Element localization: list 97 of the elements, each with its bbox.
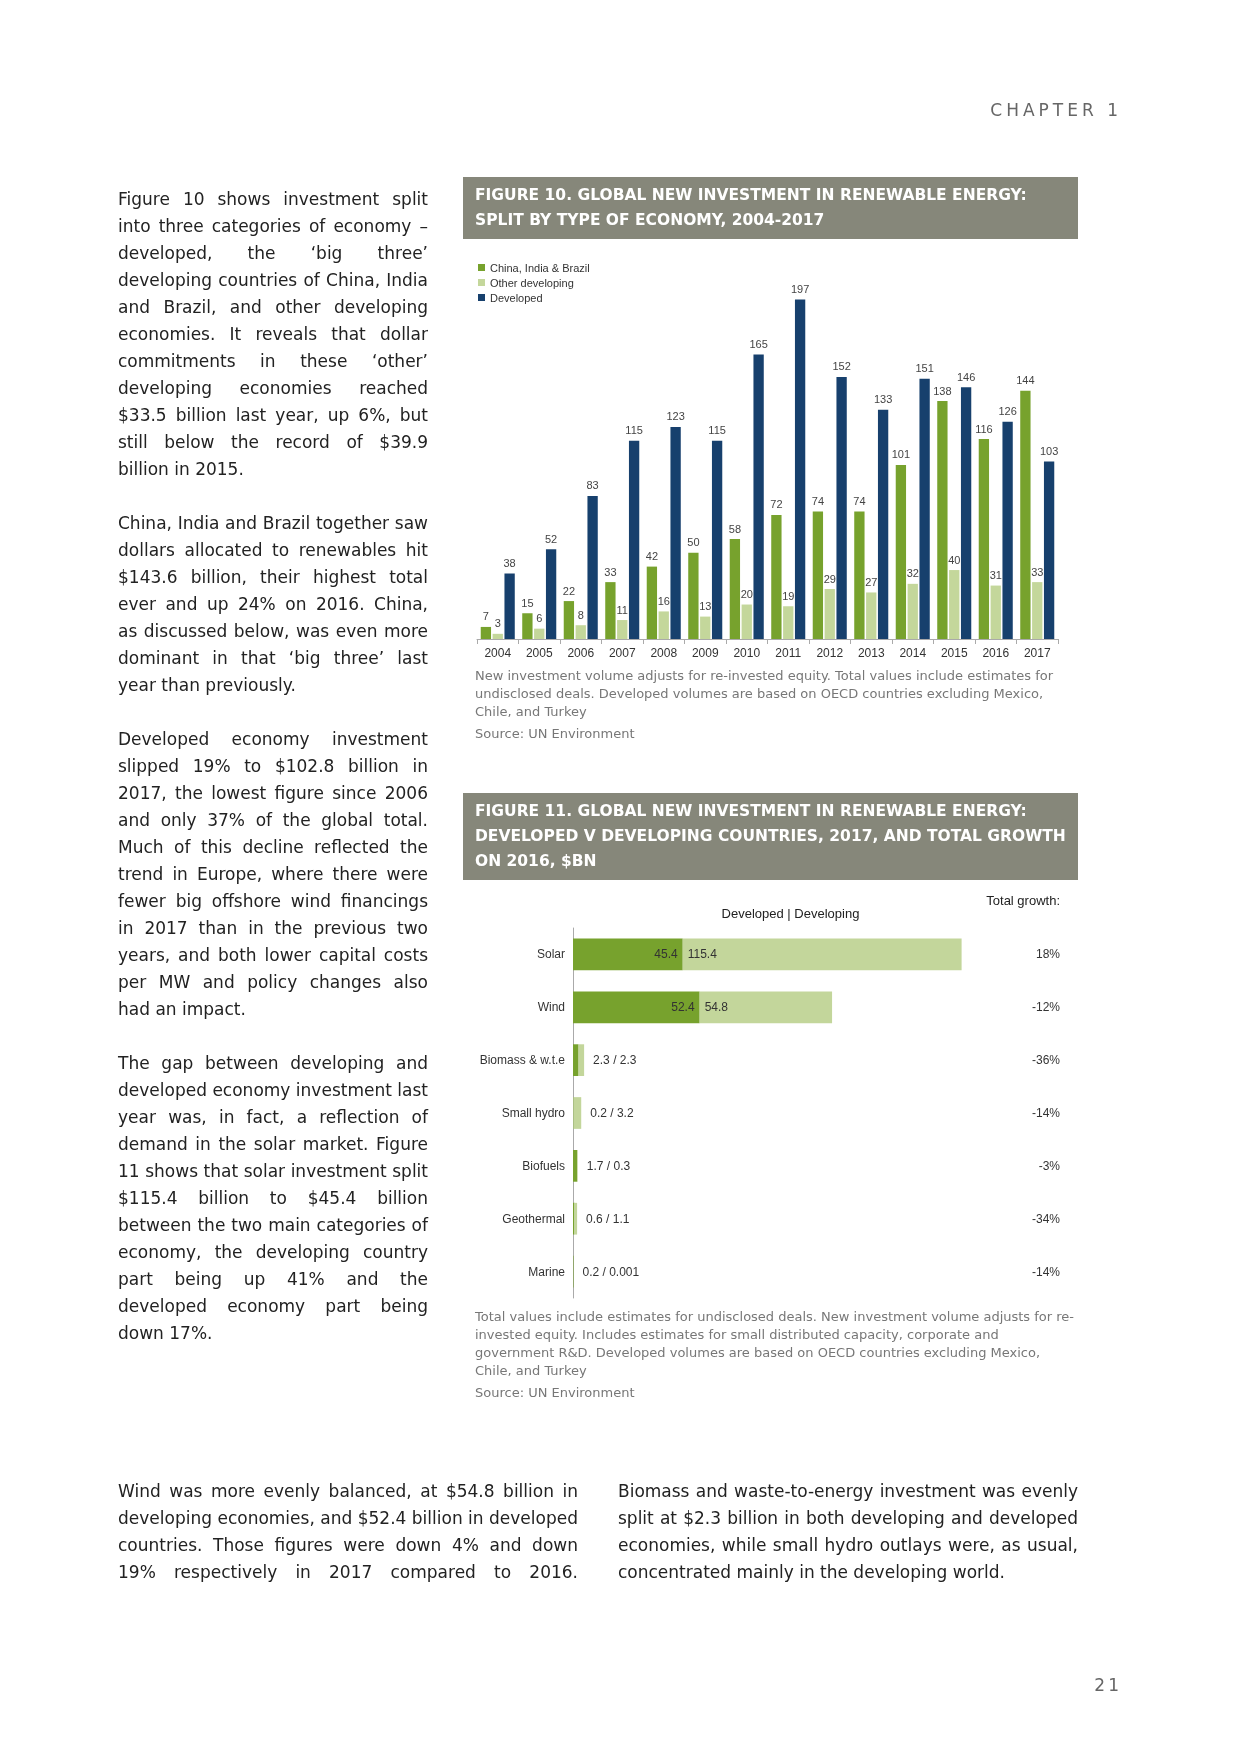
data-label: 151 (915, 362, 934, 375)
text: New investment volume adjusts for re-invested equity. Total values include estimates for undisclosed deals. Developed volumes are based on OECD countries excluding Mexico, Chile, and Turkey (475, 667, 1055, 721)
x-tick-label: 2006 (567, 646, 595, 660)
x-tick-label: 2008 (650, 646, 678, 660)
y-tick-label: Biomass & w.t.e (479, 1053, 566, 1068)
data-label: 40 (948, 553, 961, 566)
text: Developed economy investment slipped 19% to $102.8 billion in 2017, the lowest figure since 2006 and only 37% of the global total. Much of this decline reflected the trend in Europe, where there were fewer big offshore wind financings in 2017 than in the previous two years, and both lower capital costs per MW and policy changes also had an impact. (118, 729, 428, 1019)
text: 21 (1094, 1675, 1122, 1695)
legend-label: Other developing (490, 276, 574, 289)
data-label: 101 (891, 448, 911, 461)
x-axis-title: Developed | Developing (721, 906, 860, 921)
data-label: 115 (625, 424, 643, 437)
x-tick-label: 2010 (733, 646, 761, 660)
x-tick-label: 2012 (816, 646, 844, 660)
x-tick-label: 2013 (857, 646, 885, 660)
x-tick-label: 2007 (608, 646, 636, 660)
data-label: 115.4 (687, 947, 718, 962)
data-label: 133 (873, 393, 893, 406)
data-label: 52 (544, 532, 558, 545)
text: -34% (1031, 1211, 1061, 1226)
y-tick-label: Marine (528, 1264, 566, 1279)
data-label: 0.2 / 3.2 (590, 1106, 634, 1120)
x-tick-label: 2014 (899, 646, 927, 660)
y-tick-label: Biofuels (522, 1158, 565, 1173)
data-label: 32 (906, 567, 919, 580)
data-label: 50 (687, 536, 700, 549)
data-label: 19 (782, 589, 795, 602)
data-label: 123 (666, 410, 685, 423)
x-tick-label: 2015 (940, 646, 968, 660)
data-label: 165 (749, 338, 768, 351)
legend-label: Developed (490, 291, 543, 304)
data-label: 197 (790, 282, 810, 295)
text: -36% (1031, 1053, 1061, 1068)
text: Figure 10 shows investment split into three categories of economy – developed, the ‘big three’ developing countries of China, India and Brazil, and other developing economies. It reveals that dollar commitments in these ‘other’ developing economies reached $33.5 billion last year, up 6%, but still below the record of $39.9 billion in 2015. (118, 189, 428, 479)
data-label: 29 (823, 572, 836, 585)
x-tick-label: 2017 (1023, 646, 1051, 660)
y-tick-label: Wind (537, 1000, 565, 1015)
text: The gap between developing and developed economy investment last year was, in fact, a reflection of demand in the solar market. Figure 11 shows that solar investment split $115.4 billion to $45.4 billion between the two main categories of economy, the developing country part being up 41% and the developed economy part being down 17%. (118, 1053, 428, 1343)
legend-label: China, India & Brazil (490, 261, 590, 274)
y-tick-label: Solar (536, 947, 565, 962)
data-label: 74 (811, 494, 825, 507)
data-label: 0.6 / 1.1 (586, 1211, 630, 1226)
y-tick-label: Small hydro (501, 1106, 566, 1120)
data-label: 33 (1031, 565, 1044, 578)
data-label: 54.8 (704, 1000, 729, 1015)
data-label: 74 (853, 494, 866, 507)
data-label: 16 (657, 594, 670, 607)
data-label: 116 (975, 422, 993, 435)
data-label: 72 (770, 498, 783, 511)
data-label: 146 (956, 370, 976, 383)
chart-title: FIGURE 10. GLOBAL NEW INVESTMENT IN RENEWABLE ENERGY: SPLIT BY TYPE OF ECONOMY, 2004-2017 (463, 177, 1078, 239)
data-label: 7 (482, 610, 489, 623)
text: 18% (1035, 947, 1061, 962)
x-tick-label: 2004 (484, 646, 512, 660)
data-label: 6 (536, 612, 543, 625)
data-label: 1.7 / 0.3 (586, 1158, 631, 1173)
text: -14% (1031, 1106, 1061, 1120)
x-tick-label: 2009 (691, 646, 719, 660)
text: -14% (1031, 1264, 1061, 1279)
source-note: Source: UN Environment (475, 725, 636, 743)
data-label: 8 (577, 608, 584, 621)
data-label: 52.4 (671, 1000, 695, 1015)
data-label: 45.4 (654, 947, 679, 962)
text: Total growth: (986, 893, 1060, 908)
data-label: 2.3 / 2.3 (593, 1053, 637, 1068)
chart-title: FIGURE 11. GLOBAL NEW INVESTMENT IN RENEWABLE ENERGY: DEVELOPED V DEVELOPING COUNTRIES, 2017, AND TOTAL GROWTH ON 2016, $BN (463, 793, 1078, 880)
text: Total values include estimates for undisclosed deals. New investment volume adjusts for re-invested equity. Includes estimates for small distributed capacity, corporate and government R&D. Developed volumes are based on OECD countries excluding Mexico, Chile, and Turkey (475, 1308, 1076, 1380)
data-label: 126 (998, 405, 1017, 418)
data-label: 83 (586, 479, 599, 492)
data-label: 3 (494, 617, 501, 630)
data-label: 20 (740, 588, 753, 601)
data-label: 11 (616, 603, 628, 616)
data-label: 115 (708, 424, 726, 437)
data-label: 144 (1016, 374, 1035, 387)
x-tick-label: 2011 (775, 646, 802, 660)
data-label: 0.2 / 0.001 (582, 1264, 640, 1279)
data-label: 103 (1039, 444, 1059, 457)
text: China, India and Brazil together saw dollars allocated to renewables hit $143.6 billion, their highest total ever and up 24% on 2016. China, as discussed below, was even more dominant in that ‘big three’ last year than previously. (118, 512, 428, 697)
data-label: 33 (604, 565, 617, 578)
text: -3% (1038, 1158, 1061, 1173)
x-tick-label: 2016 (982, 646, 1010, 660)
text: -12% (1031, 1000, 1061, 1015)
text: Wind was more evenly balanced, at $54.8 billion in developing economies, and $52.4 billion in developed countries. Those figures were down 4% and down 19% respectively in 2017 compared to 2016. Biomass and waste-to-energy investment was evenly split at $2.3 billion in both developing and developed economies, while small hydro outlays were, as usual, concentrated mainly in the developing world. (118, 1481, 1078, 1582)
data-label: 42 (645, 550, 659, 563)
data-label: 58 (728, 522, 742, 535)
data-label: 13 (699, 600, 712, 613)
data-label: 22 (562, 584, 576, 597)
y-tick-label: Geothermal (502, 1211, 565, 1226)
data-label: 138 (933, 384, 952, 397)
x-tick-label: 2005 (525, 646, 553, 660)
data-label: 15 (521, 596, 534, 609)
source-note: Source: UN Environment (475, 1384, 636, 1402)
text: CHAPTER 1 (990, 100, 1122, 120)
data-label: 152 (832, 360, 851, 373)
data-label: 27 (865, 575, 878, 588)
data-label: 31 (989, 569, 1002, 582)
data-label: 38 (503, 557, 516, 569)
